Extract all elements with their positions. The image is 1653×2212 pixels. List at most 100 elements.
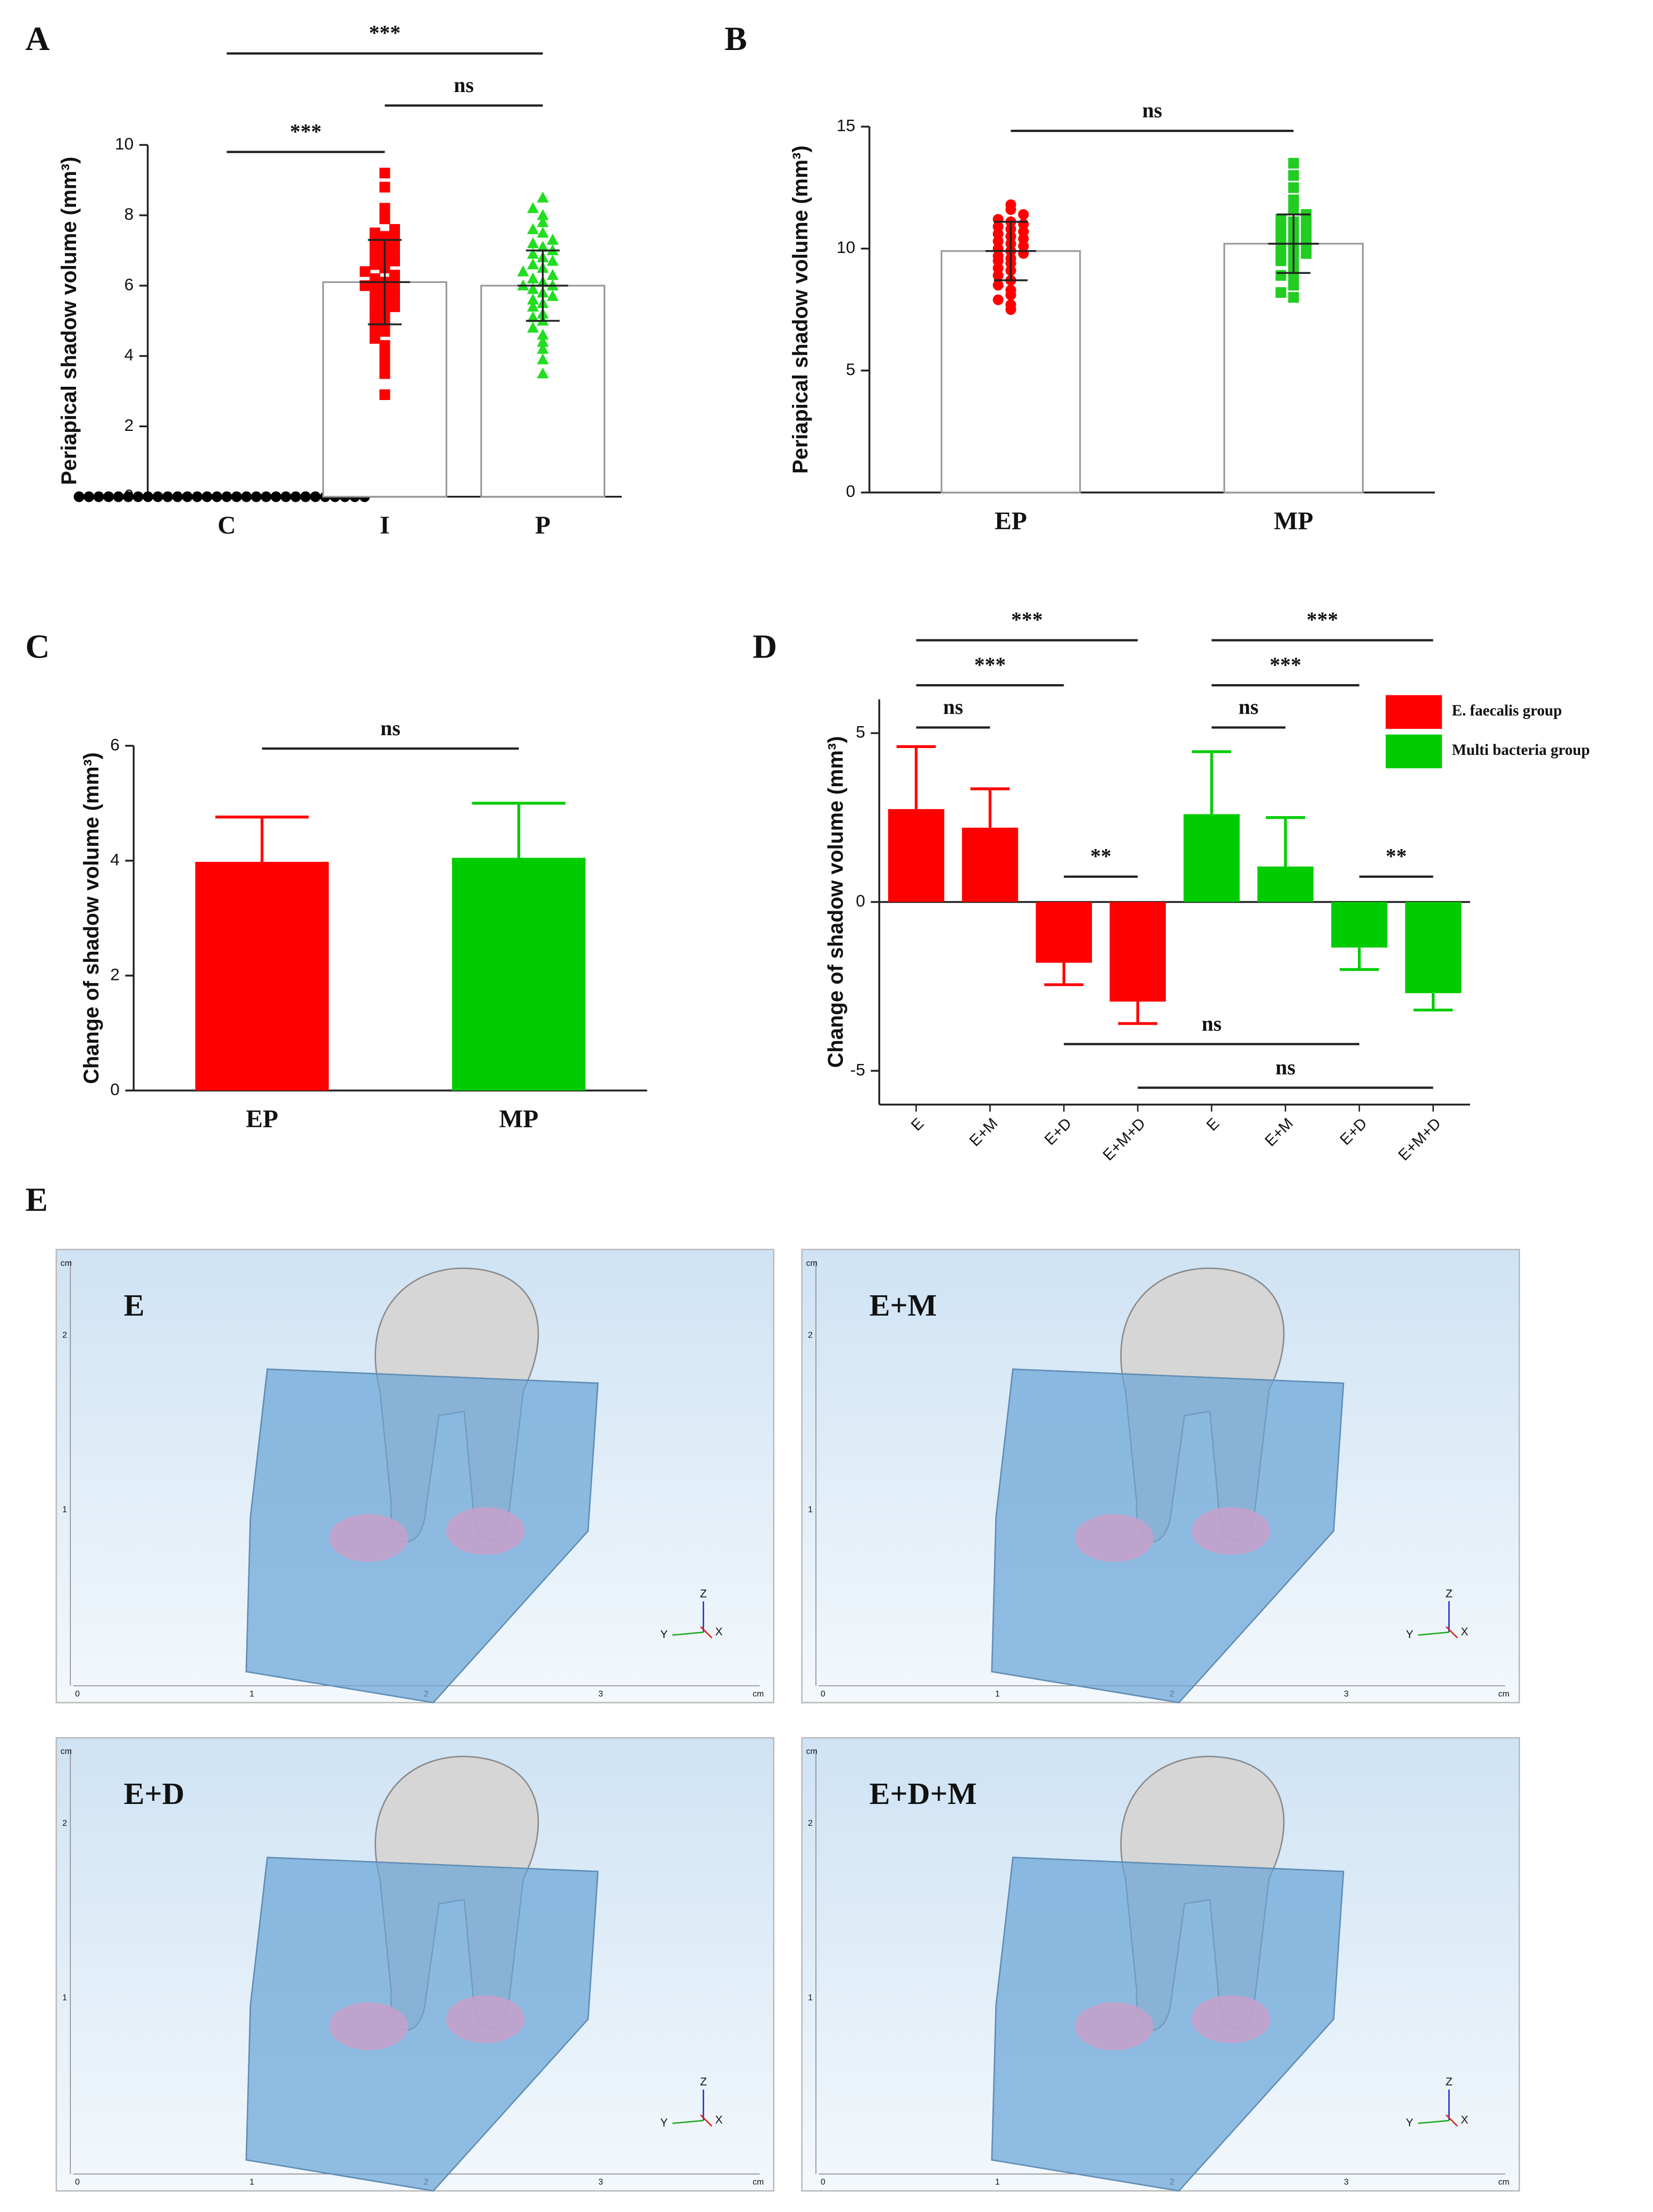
y-axis-label: Change of shadow volume (mm³) xyxy=(824,736,847,1068)
data-point xyxy=(537,343,549,354)
data-point xyxy=(1005,199,1016,210)
data-point xyxy=(546,290,559,301)
significance-label: ns xyxy=(1201,1012,1222,1035)
significance-label: *** xyxy=(974,653,1006,677)
data-point xyxy=(379,357,390,369)
render-view: 012312cmcmEZYX xyxy=(55,1249,775,1703)
ruler-x-label: 1 xyxy=(249,2178,254,2187)
bone-block xyxy=(245,1368,599,1703)
ruler-unit: cm xyxy=(1498,2178,1509,2187)
bar xyxy=(195,862,329,1091)
data-point xyxy=(379,168,390,179)
data-point xyxy=(527,258,539,270)
data-point xyxy=(73,491,85,502)
axis-z-label: Z xyxy=(700,2076,707,2088)
ruler-unit: cm xyxy=(753,1690,764,1699)
lesion xyxy=(1191,1995,1271,2043)
axis-y-label: Y xyxy=(660,1628,667,1641)
data-point xyxy=(172,491,183,502)
lesion xyxy=(329,1514,408,1562)
axis-y xyxy=(1418,2119,1449,2124)
legend-swatch xyxy=(1385,734,1442,769)
ruler-unit: cm xyxy=(61,1259,72,1268)
y-tick-label: 15 xyxy=(837,115,855,135)
bone-block xyxy=(991,1368,1345,1703)
data-point xyxy=(1300,219,1312,230)
data-point xyxy=(1275,214,1287,225)
y-tick-label: 4 xyxy=(124,345,134,364)
bar xyxy=(1036,902,1092,963)
significance-label: ** xyxy=(1385,845,1407,868)
data-point xyxy=(527,300,539,312)
x-tick-label: E+M xyxy=(1262,1115,1296,1150)
significance-label: ns xyxy=(1239,695,1259,719)
data-point xyxy=(389,270,400,281)
axis-z-label: Z xyxy=(700,1587,707,1600)
y-tick-label: 0 xyxy=(846,481,856,501)
data-point xyxy=(123,491,134,502)
data-point xyxy=(992,236,1004,247)
ruler-unit: cm xyxy=(806,1747,817,1756)
data-point xyxy=(537,240,549,252)
data-point xyxy=(221,491,232,502)
panel-label: C xyxy=(26,628,50,666)
significance-label: ns xyxy=(1275,1055,1296,1079)
data-point xyxy=(537,353,549,364)
ruler-x-label: 0 xyxy=(821,1690,825,1699)
data-point xyxy=(369,305,380,316)
data-point xyxy=(546,255,559,266)
data-point xyxy=(537,227,549,238)
significance-label: *** xyxy=(1307,608,1338,631)
axis-x-label: X xyxy=(1460,1626,1468,1638)
y-tick-label: 0 xyxy=(110,1079,120,1099)
view-label: E+M xyxy=(870,1288,937,1323)
data-point xyxy=(369,248,380,260)
bar xyxy=(1183,814,1240,902)
data-point xyxy=(527,272,539,284)
ruler-y-label: 2 xyxy=(808,1330,813,1340)
bar xyxy=(1331,902,1388,948)
lesion xyxy=(446,1995,525,2043)
axis-z-label: Z xyxy=(1446,2076,1452,2088)
data-point xyxy=(527,202,539,213)
lesion xyxy=(329,2002,408,2050)
ruler-x-label: 0 xyxy=(75,1690,80,1699)
data-point xyxy=(202,491,213,502)
significance-label: ns xyxy=(380,717,400,740)
significance-label: *** xyxy=(290,120,321,143)
data-point xyxy=(1018,226,1029,237)
y-axis-label: Change of shadow volume (mm³) xyxy=(80,752,103,1084)
data-point xyxy=(310,491,321,502)
data-point xyxy=(369,259,380,270)
data-point xyxy=(1288,204,1299,215)
axis-x-label: X xyxy=(715,2114,723,2126)
x-tick-label: EP xyxy=(995,508,1027,535)
ruler-x-label: 3 xyxy=(598,2178,603,2187)
bone-block xyxy=(245,1857,599,2192)
panel-label: E xyxy=(26,1180,48,1218)
axis-y xyxy=(1418,1631,1449,1636)
data-point xyxy=(537,328,549,340)
bar xyxy=(888,809,945,902)
data-point xyxy=(537,209,549,220)
ruler-x-label: 1 xyxy=(249,1690,254,1699)
lesion xyxy=(1074,1514,1154,1562)
data-point xyxy=(389,290,400,302)
data-point xyxy=(300,491,311,502)
x-tick-label: E+M+D xyxy=(1100,1115,1149,1164)
data-point xyxy=(546,234,559,245)
data-point xyxy=(389,301,400,312)
data-point xyxy=(1018,219,1029,230)
data-point xyxy=(191,491,203,502)
data-point xyxy=(280,491,291,502)
x-tick-label: E+D xyxy=(1041,1115,1075,1149)
y-tick-label: 5 xyxy=(856,722,865,741)
data-point xyxy=(992,294,1004,305)
ruler-y-label: 2 xyxy=(62,1819,67,1828)
data-point xyxy=(379,203,390,214)
data-point xyxy=(1288,292,1299,303)
ruler-y-label: 1 xyxy=(808,1505,813,1514)
ruler-y-label: 1 xyxy=(808,1993,813,2002)
